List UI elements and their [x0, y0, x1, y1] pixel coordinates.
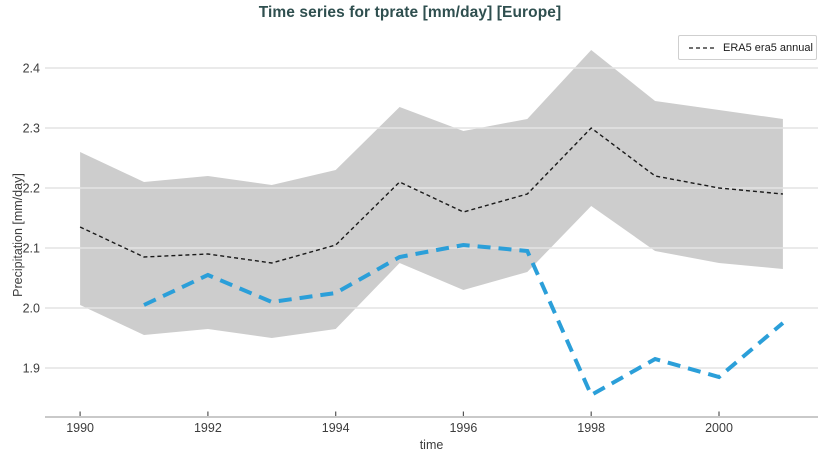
- x-axis-label: time: [419, 438, 444, 452]
- legend: ERA5 era5 annual: [678, 35, 817, 60]
- x-tick-label: 1992: [194, 421, 222, 435]
- x-tick-label: 1998: [577, 421, 605, 435]
- uncertainty-band: [80, 50, 783, 338]
- legend-label: ERA5 era5 annual: [723, 41, 813, 54]
- y-tick-label: 2.1: [23, 242, 40, 256]
- x-tick-label: 2000: [705, 421, 733, 435]
- y-tick-label: 2.0: [23, 302, 40, 316]
- highlight-annual-line: [143, 242, 785, 398]
- y-tick-label: 2.2: [23, 182, 40, 196]
- y-tick-label: 1.9: [23, 362, 40, 376]
- x-tick-label: 1994: [322, 421, 350, 435]
- chart-title: Time series for tprate [mm/day] [Europe]: [258, 4, 562, 21]
- era5-annual-line: [79, 127, 783, 264]
- y-tick-label: 2.3: [23, 122, 40, 136]
- y-axis-label: Precipitation [mm/day]: [11, 173, 25, 297]
- y-tick-label: 2.4: [23, 62, 40, 76]
- legend-line-sample: [689, 46, 714, 49]
- x-tick-label: 1990: [66, 421, 94, 435]
- x-tick-label: 1996: [449, 421, 477, 435]
